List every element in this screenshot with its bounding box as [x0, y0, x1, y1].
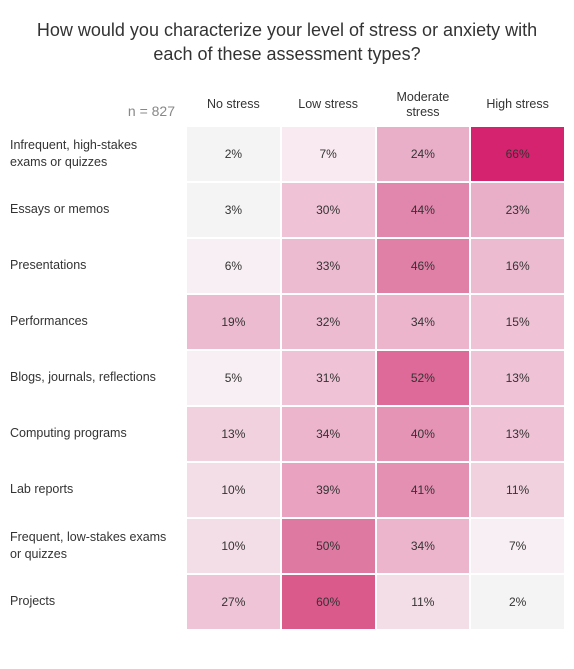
column-header: Low stress	[282, 85, 375, 125]
heatmap-cell: 7%	[282, 127, 375, 181]
heatmap-cell: 2%	[187, 127, 280, 181]
n-label: n = 827	[10, 85, 185, 125]
heatmap-cell: 31%	[282, 351, 375, 405]
heatmap-cell: 40%	[377, 407, 470, 461]
heatmap-cell: 23%	[471, 183, 564, 237]
row-label: Blogs, journals, reflections	[10, 351, 185, 405]
heatmap-cell: 41%	[377, 463, 470, 517]
heatmap-grid: n = 827No stressLow stressModerate stres…	[10, 85, 564, 629]
heatmap-cell: 33%	[282, 239, 375, 293]
heatmap-cell: 6%	[187, 239, 280, 293]
heatmap-cell: 44%	[377, 183, 470, 237]
row-label: Performances	[10, 295, 185, 349]
heatmap-cell: 39%	[282, 463, 375, 517]
heatmap-cell: 7%	[471, 519, 564, 573]
heatmap-cell: 66%	[471, 127, 564, 181]
row-label: Presentations	[10, 239, 185, 293]
heatmap-cell: 34%	[282, 407, 375, 461]
heatmap-cell: 24%	[377, 127, 470, 181]
heatmap-cell: 11%	[377, 575, 470, 629]
row-label: Frequent, low-stakes exams or quizzes	[10, 519, 185, 573]
chart-container: How would you characterize your level of…	[0, 0, 574, 639]
row-label: Infrequent, high-stakes exams or quizzes	[10, 127, 185, 181]
heatmap-cell: 10%	[187, 519, 280, 573]
heatmap-cell: 13%	[471, 407, 564, 461]
heatmap-cell: 30%	[282, 183, 375, 237]
heatmap-cell: 5%	[187, 351, 280, 405]
heatmap-cell: 50%	[282, 519, 375, 573]
row-label: Essays or memos	[10, 183, 185, 237]
chart-title: How would you characterize your level of…	[30, 18, 544, 67]
heatmap-cell: 13%	[187, 407, 280, 461]
column-header: Moderate stress	[377, 85, 470, 125]
heatmap-cell: 52%	[377, 351, 470, 405]
heatmap-cell: 34%	[377, 295, 470, 349]
row-label: Computing programs	[10, 407, 185, 461]
row-label: Projects	[10, 575, 185, 629]
heatmap-cell: 2%	[471, 575, 564, 629]
heatmap-cell: 11%	[471, 463, 564, 517]
heatmap-cell: 34%	[377, 519, 470, 573]
column-header: No stress	[187, 85, 280, 125]
heatmap-cell: 16%	[471, 239, 564, 293]
heatmap-cell: 46%	[377, 239, 470, 293]
heatmap-cell: 10%	[187, 463, 280, 517]
heatmap-cell: 19%	[187, 295, 280, 349]
row-label: Lab reports	[10, 463, 185, 517]
heatmap-cell: 3%	[187, 183, 280, 237]
heatmap-cell: 13%	[471, 351, 564, 405]
heatmap-cell: 27%	[187, 575, 280, 629]
heatmap-cell: 32%	[282, 295, 375, 349]
column-header: High stress	[471, 85, 564, 125]
heatmap-cell: 15%	[471, 295, 564, 349]
heatmap-cell: 60%	[282, 575, 375, 629]
